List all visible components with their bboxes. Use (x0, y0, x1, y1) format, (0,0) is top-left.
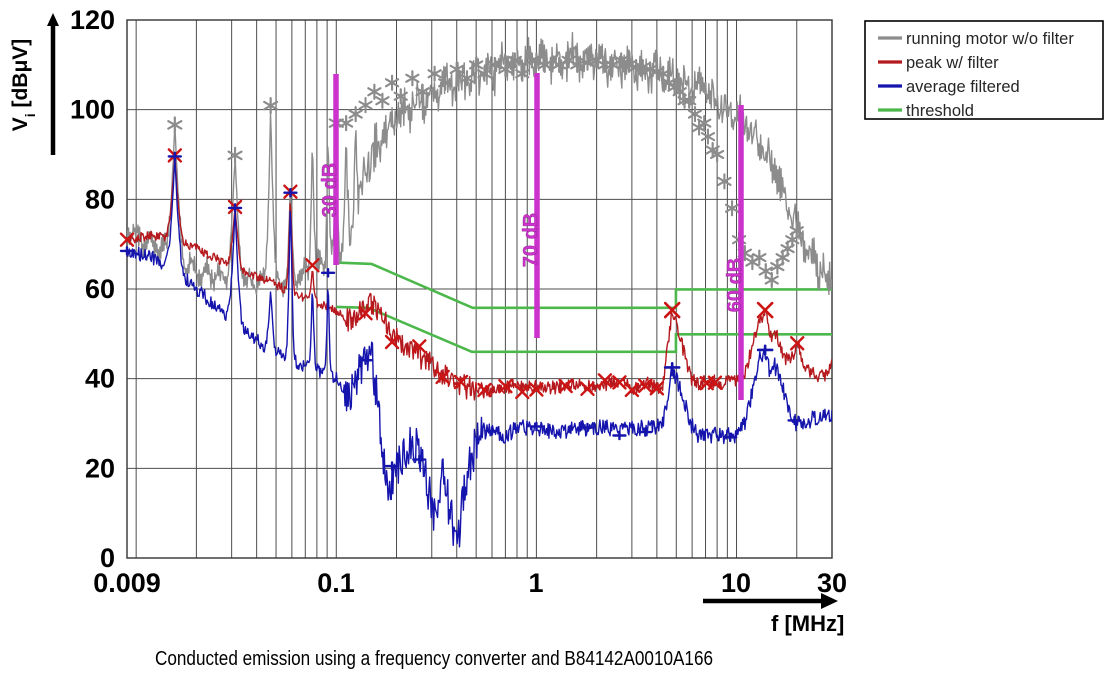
svg-text:40: 40 (85, 364, 115, 394)
svg-text:60 dB: 60 dB (724, 258, 746, 312)
svg-text:0.1: 0.1 (317, 568, 355, 598)
svg-text:average filtered: average filtered (906, 78, 1020, 96)
svg-text:Conducted emission using a fre: Conducted emission using a frequency con… (155, 648, 713, 670)
svg-text:30 dB: 30 dB (319, 163, 341, 217)
svg-text:1: 1 (528, 568, 543, 598)
svg-text:threshold: threshold (906, 102, 974, 120)
svg-text:20: 20 (85, 453, 115, 483)
svg-text:f [MHz]: f [MHz] (771, 611, 844, 636)
svg-text:peak w/ filter: peak w/ filter (906, 54, 999, 72)
svg-text:70 dB: 70 dB (520, 213, 542, 267)
svg-text:0.009: 0.009 (93, 568, 161, 598)
svg-text:running motor w/o filter: running motor w/o filter (906, 30, 1074, 48)
svg-text:80: 80 (85, 184, 115, 214)
svg-text:60: 60 (85, 274, 115, 304)
svg-text:120: 120 (70, 5, 115, 35)
svg-text:10: 10 (721, 568, 751, 598)
svg-text:100: 100 (70, 95, 115, 125)
